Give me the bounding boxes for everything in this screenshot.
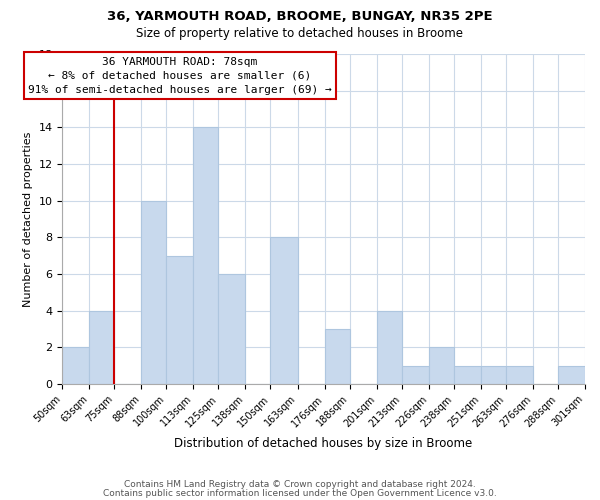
Bar [402,366,429,384]
Bar [62,348,89,384]
Bar [142,200,166,384]
Bar [377,310,402,384]
Text: Size of property relative to detached houses in Broome: Size of property relative to detached ho… [137,28,464,40]
Bar [166,256,193,384]
Bar [271,238,298,384]
Bar [481,366,506,384]
Text: 36, YARMOUTH ROAD, BROOME, BUNGAY, NR35 2PE: 36, YARMOUTH ROAD, BROOME, BUNGAY, NR35 … [107,10,493,23]
Text: Contains public sector information licensed under the Open Government Licence v3: Contains public sector information licen… [103,488,497,498]
Text: 36 YARMOUTH ROAD: 78sqm
← 8% of detached houses are smaller (6)
91% of semi-deta: 36 YARMOUTH ROAD: 78sqm ← 8% of detached… [28,57,332,95]
Bar [193,128,218,384]
Y-axis label: Number of detached properties: Number of detached properties [23,132,33,306]
Bar [558,366,585,384]
Bar [429,348,454,384]
Text: Contains HM Land Registry data © Crown copyright and database right 2024.: Contains HM Land Registry data © Crown c… [124,480,476,489]
Bar [218,274,245,384]
Bar [506,366,533,384]
Bar [325,329,350,384]
Bar [454,366,481,384]
X-axis label: Distribution of detached houses by size in Broome: Distribution of detached houses by size … [175,437,473,450]
Bar [89,310,114,384]
